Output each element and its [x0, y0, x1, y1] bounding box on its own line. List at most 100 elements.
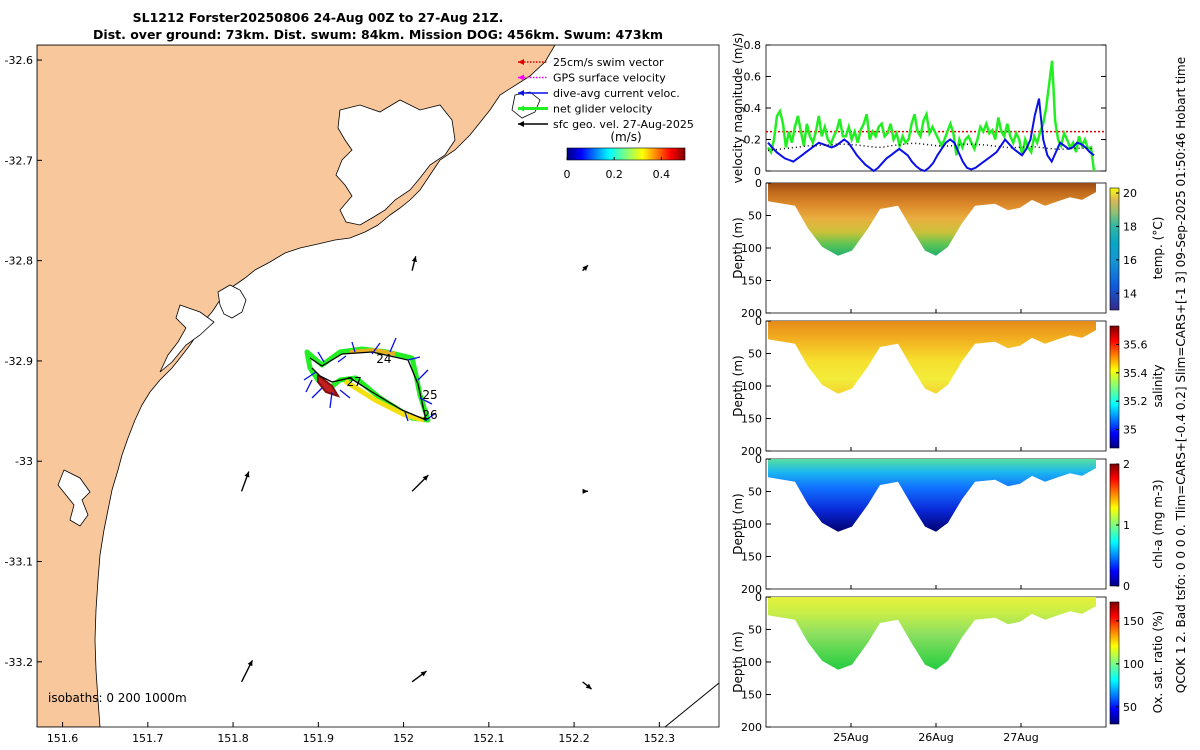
geo-vector-arrow	[411, 256, 417, 271]
map-colorbar-tick-label: 0.4	[653, 168, 671, 181]
track-colored	[343, 378, 425, 423]
section-ytick-label: 200	[741, 583, 762, 596]
section-ytick-label: 0	[755, 177, 762, 190]
section-ytick-label: 200	[741, 721, 762, 734]
legend-entry: net glider velocity	[518, 103, 653, 116]
map-ytick-label: -32.7	[5, 154, 33, 167]
section-colorbar-label: chl-a (mg m-3)	[1151, 479, 1165, 568]
legend-label: dive-avg current veloc.	[553, 87, 680, 100]
map-colorbar-tick-label: 0.2	[605, 168, 623, 181]
glider-track	[303, 337, 437, 423]
velocity-ylabel: velocity magnitude (m/s)	[731, 33, 745, 184]
section-colorbar-tick-label: 35	[1123, 424, 1137, 437]
map-xtick-label: 151.7	[132, 732, 164, 745]
section-xtick-label: 25Aug	[833, 731, 868, 744]
map-xtick-label: 152.3	[644, 732, 676, 745]
legend-entry: sfc geo. vel. 27-Aug-2025	[518, 118, 694, 131]
estuary-south	[57, 469, 91, 527]
map-xtick-label: 151.6	[47, 732, 79, 745]
section-colorbar-tick-label: 35.4	[1123, 367, 1148, 380]
section-colorbar-tick-label: 100	[1123, 658, 1144, 671]
legend-entry: dive-avg current veloc.	[518, 87, 680, 100]
myall-river	[159, 304, 215, 373]
velocity-ytick-label: 0.8	[744, 39, 762, 52]
section-ylabel: Depth (m)	[731, 493, 745, 554]
section-colorbar-tick-label: 18	[1123, 220, 1137, 233]
legend-label: GPS surface velocity	[553, 72, 666, 85]
section-ytick-label: 150	[741, 551, 762, 564]
legend-arrowhead	[518, 74, 524, 81]
geo-vector-arrow	[240, 471, 250, 492]
section-colorbar-label: temp. (°C)	[1151, 217, 1165, 280]
section-ytick-label: 200	[741, 307, 762, 320]
map-colorbar: (m/s) 0 0.2 0.4	[564, 130, 686, 181]
section-colorbar-tick-label: 35.2	[1123, 395, 1148, 408]
velocity-yticks: 0 0.2 0.4 0.6 0.8	[744, 39, 1106, 178]
day-label: 26	[422, 408, 437, 422]
section-ytick-label: 50	[748, 486, 762, 499]
section-colorbar	[1109, 325, 1120, 449]
map-ytick-label: -33	[15, 455, 33, 468]
geo-vector-arrow	[582, 488, 588, 494]
sfc-geo-velocity-line	[767, 142, 1095, 152]
day-label: 27	[346, 375, 361, 389]
section-ytick-label: 100	[741, 518, 762, 531]
section-colorbar-tick-label: 1	[1123, 519, 1130, 532]
legend-label: sfc geo. vel. 27-Aug-2025	[553, 118, 694, 131]
map-panel: 151.6 151.7 151.8 151.9 152 152.1 152.2 152.3 -3…	[5, 44, 720, 745]
legend-arrowhead	[518, 59, 524, 65]
map-ytick-label: -33.2	[5, 656, 33, 669]
section-colorbar-label: salinity	[1151, 364, 1165, 407]
geo-vector-arrow	[411, 670, 427, 683]
section-ytick-label: 100	[741, 656, 762, 669]
side-text: QCOK 1 2. Bad tsfo: 0 0 0 0. Tlim=CARS+[…	[1174, 57, 1188, 693]
map-xtick-label: 151.9	[303, 732, 335, 745]
day-labels: 24 25 26 27	[346, 352, 437, 422]
isobaths-label: isobaths: 0 200 1000m	[48, 691, 187, 705]
section-chl: 0 50 100 150 200 Depth (m) 0 1 2 chl-a (mg m-3)	[731, 453, 1165, 596]
velocity-ytick-label: 0	[754, 165, 761, 178]
velocity-panel: 0 0.2 0.4 0.6 0.8 velocity magnitude (m/s)	[731, 33, 1107, 184]
net-glider-velocity-line	[766, 60, 1096, 172]
section-ytick-label: 150	[741, 275, 762, 288]
velocity-frame	[765, 44, 1107, 172]
map-ticks: 151.6 151.7 151.8 151.9 152 152.1 152.2 152.3 -3…	[5, 54, 676, 745]
section-colorbar-tick-label: 14	[1123, 287, 1137, 300]
section-ytick-label: 0	[755, 315, 762, 328]
section-xtick-label: 26Aug	[918, 731, 953, 744]
section-colorbar-label: Ox. sat. ratio (%)	[1151, 611, 1165, 713]
section-temp: 0 50 100 150 200 Depth (m) 14 16 18 20 temp. (°C)	[731, 177, 1165, 320]
section-ytick-label: 0	[755, 453, 762, 466]
section-ytick-label: 150	[741, 689, 762, 702]
map-ytick-label: -33.1	[5, 556, 33, 569]
section-colorbar-tick-label: 2	[1123, 458, 1130, 471]
map-colorbar-tick-label: 0	[564, 168, 571, 181]
legend-label: 25cm/s swim vector	[553, 56, 664, 69]
section-colorbar-tick-label: 50	[1123, 701, 1137, 714]
section-colorbar-tick-label: 16	[1123, 254, 1137, 267]
legend-arrowhead	[518, 121, 524, 127]
section-colorbar-tick-label: 0	[1123, 580, 1130, 593]
velocity-ytick-label: 0.4	[744, 102, 762, 115]
section-colorbar-tick-label: 20	[1123, 187, 1137, 200]
lake-wallis	[335, 99, 456, 226]
map-colorbar-bar	[566, 147, 686, 161]
map-ytick-label: -32.9	[5, 355, 33, 368]
section-data-field	[768, 321, 1096, 394]
velocity-ytick-label: 0.6	[744, 71, 762, 84]
section-xtick-label: 27Aug	[1003, 731, 1038, 744]
lake-smiths	[217, 284, 247, 319]
legend-arrowhead	[518, 90, 524, 96]
legend-arrowhead	[518, 105, 524, 112]
geo-vector-arrow	[411, 474, 429, 492]
section-data-field	[768, 459, 1096, 532]
title-line1: SL1212 Forster20250806 24-Aug 00Z to 27-…	[133, 10, 504, 25]
dive-current-arrows	[303, 337, 437, 422]
title-line2: Dist. over ground: 73km. Dist. swum: 84k…	[93, 27, 663, 42]
geo-vector-arrow	[582, 681, 593, 690]
section-ytick-label: 0	[755, 591, 762, 604]
section-ylabel: Depth (m)	[731, 631, 745, 692]
